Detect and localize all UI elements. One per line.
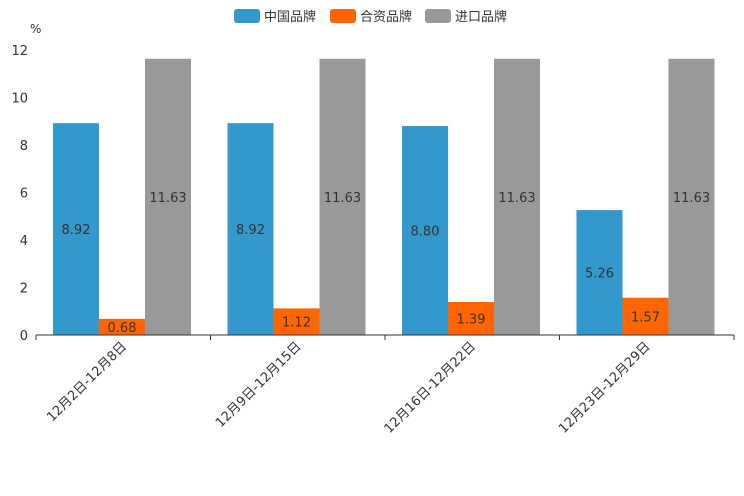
legend-label: 进口品牌 <box>455 9 507 25</box>
bars: 8.92 0.68 11.63 8.92 1.12 11.63 8.80 1.39 11.63 5… <box>53 58 715 336</box>
data-label: 1.57 <box>631 310 660 325</box>
data-label: 11.63 <box>498 191 535 206</box>
data-label: 8.92 <box>236 223 265 238</box>
bar[interactable] <box>227 123 274 336</box>
legend: 中国品牌 合资品牌 进口品牌 <box>234 9 507 25</box>
y-tick-label: 8 <box>20 139 28 154</box>
y-axis-unit-label: % <box>30 22 41 36</box>
data-label: 11.63 <box>324 191 361 206</box>
bar[interactable] <box>494 58 540 335</box>
y-tick-label: 2 <box>20 282 28 297</box>
y-tick-label: 4 <box>20 234 28 249</box>
legend-item[interactable]: 中国品牌 <box>234 9 316 25</box>
data-label: 11.63 <box>673 191 710 206</box>
legend-swatch <box>330 9 356 23</box>
x-axis: 12月2日-12月8日 12月9日-12月15日 12月16日-12月22日 12月2… <box>35 334 735 437</box>
bar[interactable] <box>99 318 145 335</box>
bar[interactable] <box>576 210 623 335</box>
bar[interactable] <box>273 308 320 335</box>
legend-swatch <box>234 9 260 23</box>
x-tick-label: 12月2日-12月8日 <box>44 339 130 425</box>
legend-item[interactable]: 进口品牌 <box>425 9 507 25</box>
x-tick-label: 12月23日-12月29日 <box>556 339 653 436</box>
bar[interactable] <box>448 301 494 335</box>
legend-item[interactable]: 合资品牌 <box>330 9 412 25</box>
data-label: 1.39 <box>457 312 486 327</box>
data-label: 1.12 <box>282 316 311 331</box>
legend-label: 中国品牌 <box>264 9 316 25</box>
data-label: 8.80 <box>411 225 440 240</box>
bar[interactable] <box>319 58 366 335</box>
y-tick-label: 12 <box>11 44 28 59</box>
legend-swatch <box>425 9 451 23</box>
data-label: 5.26 <box>585 267 614 282</box>
bar[interactable] <box>622 297 669 335</box>
bar[interactable] <box>145 58 191 335</box>
bar[interactable] <box>53 123 99 336</box>
bar[interactable] <box>668 58 715 335</box>
x-tick-label: 12月16日-12月22日 <box>382 339 479 436</box>
y-axis: 0 2 4 6 8 10 12 <box>11 44 28 344</box>
y-tick-label: 6 <box>20 187 28 202</box>
y-tick-label: 10 <box>11 92 28 107</box>
legend-label: 合资品牌 <box>360 9 412 25</box>
data-label: 11.63 <box>149 191 186 206</box>
bar[interactable] <box>402 126 448 335</box>
data-label: 0.68 <box>108 321 137 336</box>
data-label: 8.92 <box>62 223 91 238</box>
y-tick-label: 0 <box>20 329 28 344</box>
x-tick-label: 12月9日-12月15日 <box>213 339 305 431</box>
